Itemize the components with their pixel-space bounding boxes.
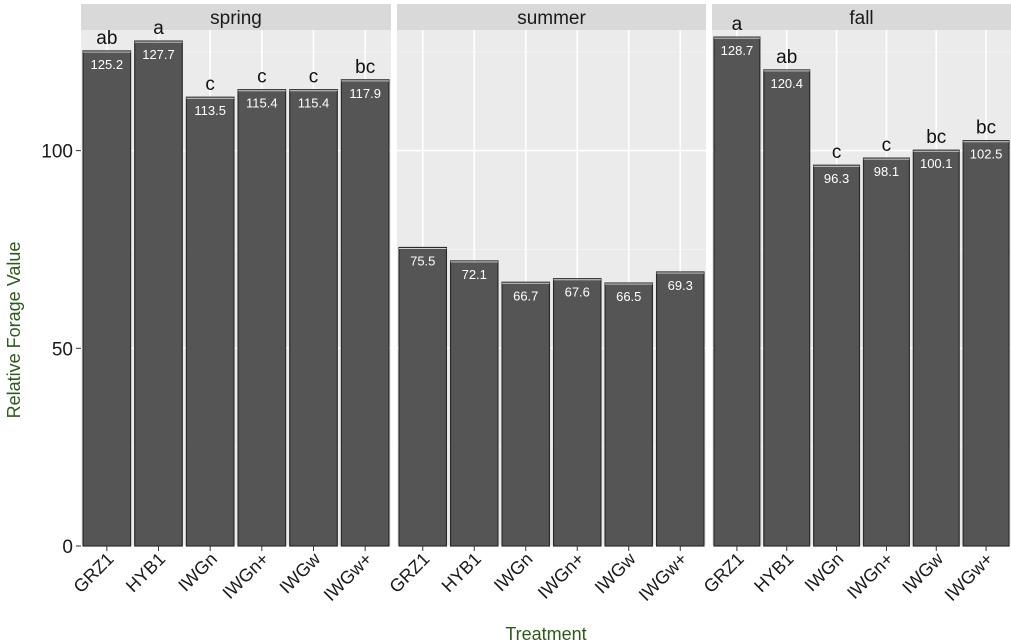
x-tick-label: IWGn [490, 549, 537, 596]
bar-summer-GRZ1 [398, 246, 448, 547]
x-tick-label: GRZ1 [385, 549, 433, 597]
value-label: 66.7 [513, 288, 538, 303]
value-label: 67.6 [565, 285, 590, 300]
panel-background [81, 30, 391, 546]
value-label: 115.4 [246, 96, 278, 111]
facet-strip [712, 4, 1011, 30]
significance-letter: c [309, 67, 319, 88]
significance-letter: bc [976, 118, 996, 139]
bar-fall-HYB1 [763, 69, 811, 547]
value-label: 120.4 [770, 76, 803, 91]
facet-panel-fall: fall 128.7 a 120.4 ab 96.3 c 98.1 c 100.1 bc 102.5 b… [712, 4, 1011, 547]
x-tick-label: IWGn+ [534, 549, 588, 603]
y-axis: 0 50 100 [41, 142, 81, 558]
value-label: 100.1 [920, 156, 953, 171]
value-label: 102.5 [970, 147, 1003, 162]
facet-strip [81, 4, 391, 30]
bar-spring-IWGn [185, 96, 235, 547]
bar-summer-HYB1 [449, 260, 499, 547]
x-tick-label: HYB1 [122, 549, 169, 596]
y-axis-title: Relative Forage Value [4, 242, 24, 419]
bar-fall-IWGw [912, 149, 960, 547]
significance-letter: c [832, 142, 842, 163]
facet-panel-summer: summer 75.5 72.1 66.7 67.6 66.5 69.3 [397, 4, 706, 547]
value-label: 72.1 [462, 267, 487, 282]
y-tick-label: 0 [62, 537, 73, 558]
x-tick-label: GRZ1 [700, 549, 748, 597]
significance-letter: a [153, 18, 164, 39]
bar-spring-IWGw+ [340, 79, 390, 547]
value-label: 125.2 [91, 57, 124, 72]
panel-background [397, 30, 706, 546]
value-label: 117.9 [349, 86, 381, 101]
significance-letter: c [205, 74, 215, 95]
bar-fall-IWGw+ [962, 140, 1010, 547]
y-tick-label: 50 [52, 339, 73, 360]
panels-layer: spring 125.2 ab 127.7 a 113.5 c 115.4 c 115.4 c 117… [81, 4, 1011, 547]
value-label: 128.7 [721, 43, 754, 58]
x-tick-label: HYB1 [438, 549, 485, 596]
bar-spring-IWGn+ [237, 89, 287, 547]
x-tick-label: IWGw [276, 548, 325, 597]
bar-fall-IWGn [813, 164, 861, 547]
bar-summer-IWGn+ [552, 278, 602, 547]
significance-letter: bc [926, 127, 946, 148]
bar-summer-IWGw+ [655, 271, 705, 547]
x-tick-label: IWGn [174, 549, 221, 596]
significance-letter: c [882, 135, 892, 156]
value-label: 96.3 [824, 171, 849, 186]
value-label: 113.5 [194, 103, 226, 118]
bar-spring-GRZ1 [82, 50, 132, 547]
panel-background [712, 30, 1011, 546]
facet-strip-label: spring [210, 8, 262, 29]
bar-summer-IWGw [604, 282, 654, 547]
bar-spring-HYB1 [134, 40, 183, 547]
bar-fall-GRZ1 [713, 36, 761, 547]
significance-letter: c [257, 67, 267, 88]
facet-strip-label: summer [517, 8, 586, 29]
value-label: 98.1 [874, 164, 899, 179]
significance-letter: ab [776, 47, 797, 68]
x-tick-label: IWGn+ [843, 549, 897, 603]
value-label: 127.7 [142, 47, 175, 62]
significance-letter: a [732, 14, 743, 35]
x-tick-label: HYB1 [750, 549, 797, 596]
significance-letter: ab [96, 28, 117, 49]
x-tick-label: IWGn+ [219, 549, 273, 603]
value-label: 75.5 [410, 253, 435, 268]
y-tick-label: 100 [41, 142, 73, 163]
x-tick-label: GRZ1 [70, 549, 118, 597]
x-tick-label: IWGw+ [635, 549, 691, 605]
x-tick-label: IWGw+ [941, 549, 997, 605]
bar-summer-IWGn [501, 281, 551, 547]
value-label: 66.5 [616, 289, 641, 304]
significance-letter: bc [355, 57, 375, 78]
bar-spring-IWGw [289, 89, 338, 547]
value-label: 115.4 [298, 96, 330, 111]
facet-strip [397, 4, 706, 30]
x-axis-title: Treatment [505, 624, 586, 644]
facet-strip-label: fall [849, 8, 873, 29]
value-label: 69.3 [668, 278, 693, 293]
facet-panel-spring: spring 125.2 ab 127.7 a 113.5 c 115.4 c 115.4 c 117… [81, 4, 391, 547]
x-tick-label: IWGn [801, 549, 848, 596]
bar-fall-IWGn+ [862, 157, 910, 547]
x-tick-label: IWGw [591, 548, 640, 597]
x-tick-label: IWGw+ [320, 549, 376, 605]
